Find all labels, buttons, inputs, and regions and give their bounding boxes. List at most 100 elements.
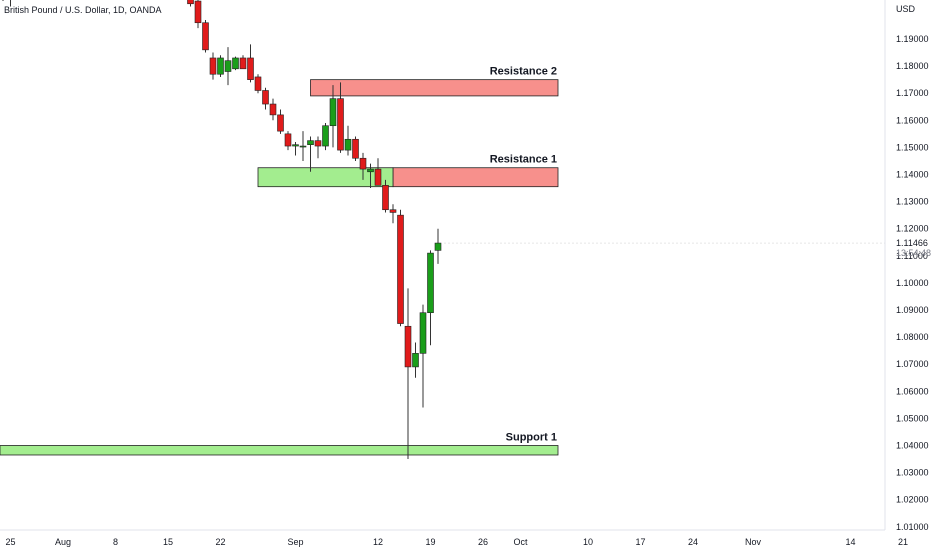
y-tick-label: 1.02000: [896, 495, 929, 505]
x-tick-label: 24: [688, 537, 698, 547]
candle-15[interactable]: [284, 131, 292, 151]
y-tick-label: 1.09000: [896, 305, 929, 315]
x-tick-label: 21: [898, 537, 908, 547]
candle-19[interactable]: [314, 136, 322, 159]
y-tick-label: 1.16000: [896, 115, 929, 125]
candle-body: [389, 209, 397, 213]
x-tick-label: 19: [425, 537, 435, 547]
candle-13[interactable]: [269, 98, 277, 121]
candle-27[interactable]: [374, 158, 382, 186]
candle-5[interactable]: [209, 52, 217, 80]
candle-body: [239, 57, 247, 70]
candle-11[interactable]: [254, 74, 262, 94]
candle-14[interactable]: [277, 109, 284, 134]
resistance-zone-1[interactable]: [392, 167, 559, 188]
y-tick-label: 1.04000: [896, 441, 929, 451]
candle-17[interactable]: [299, 131, 307, 161]
y-tick-label: 1.13000: [896, 197, 929, 207]
candle-body: [322, 125, 329, 147]
candle-18[interactable]: [307, 136, 314, 172]
candle-28[interactable]: [382, 179, 389, 213]
candle-26[interactable]: [367, 163, 374, 189]
candle-8[interactable]: [232, 56, 239, 71]
candle-body: [277, 114, 284, 132]
candle-12[interactable]: [262, 87, 269, 110]
candle-21[interactable]: [329, 85, 337, 148]
candle-body: [247, 57, 254, 80]
candle-body: [367, 168, 374, 173]
candle-6[interactable]: [217, 55, 224, 77]
x-tick-label: 17: [635, 537, 645, 547]
x-tick-label: 14: [845, 537, 855, 547]
x-tick-label: 26: [478, 537, 488, 547]
y-tick-label: 1.18000: [896, 61, 929, 71]
candle-body: [359, 157, 367, 170]
candle-0[interactable]: [0, 0, 6, 2]
candle-body: [299, 145, 307, 148]
y-tick-label: 1.19000: [896, 34, 929, 44]
candle-body: [269, 103, 277, 116]
candle-body: [217, 57, 224, 75]
x-tick-label: 22: [215, 537, 225, 547]
candle-24[interactable]: [352, 136, 359, 161]
candle-body: [434, 242, 442, 251]
price-axis[interactable]: USD 1.19000 1.18000 1.17000 1.16000 1.15000 1…: [884, 0, 931, 532]
y-tick-label: 1.10000: [896, 278, 929, 288]
candle-body: [352, 138, 359, 159]
candle-body: [382, 185, 389, 211]
candle-4[interactable]: [202, 20, 209, 53]
y-tick-label: 1.12000: [896, 224, 929, 234]
x-tick-label: 10: [583, 537, 593, 547]
candle-31[interactable]: [404, 288, 412, 460]
support-zone-3[interactable]: [0, 445, 559, 456]
candle-body: [419, 312, 427, 354]
x-tick-label: Oct: [513, 537, 528, 547]
candle-33[interactable]: [419, 304, 427, 408]
candle-34[interactable]: [427, 250, 434, 346]
candle-10[interactable]: [247, 44, 254, 83]
zone-label-3: Support 1: [506, 432, 557, 444]
candle-body: [254, 76, 262, 91]
candle-16[interactable]: [292, 141, 299, 156]
candle-30[interactable]: [397, 209, 404, 327]
candle-1[interactable]: [8, 0, 14, 7]
y-tick-label: 1.11000: [896, 251, 928, 261]
currency-label: USD: [896, 4, 916, 14]
candle-body: [292, 144, 299, 147]
candle-body: [194, 0, 202, 24]
candle-2[interactable]: [187, 0, 194, 7]
candle-body: [404, 325, 412, 368]
candle-body: [412, 353, 419, 368]
x-tick-label: Aug: [55, 537, 71, 547]
candle-body: [262, 90, 269, 105]
x-tick-label: 8: [113, 537, 118, 547]
y-tick-label: 1.01000: [896, 522, 929, 532]
candle-body: [224, 60, 232, 72]
candle-3[interactable]: [194, 0, 202, 29]
candle-35[interactable]: [434, 228, 442, 264]
candle-23[interactable]: [344, 125, 352, 156]
resistance-zone-0[interactable]: [310, 79, 559, 97]
candle-body: [314, 140, 322, 147]
countdown-label: 13:54:48: [896, 248, 931, 258]
candle-7[interactable]: [224, 47, 232, 86]
zone-label-0: Resistance 2: [490, 66, 557, 78]
y-tick-label: 1.17000: [896, 88, 929, 98]
candle-body: [232, 57, 239, 70]
zones-layer: [0, 79, 559, 456]
candle-32[interactable]: [412, 342, 419, 378]
time-axis[interactable]: 25 Aug 8 15 22 Sep 12 19 26 Oct 10 17 24 Nov 14 21: [0, 529, 908, 547]
x-tick-label: 15: [163, 537, 173, 547]
x-tick-label: Sep: [287, 537, 303, 547]
y-tick-label: 1.15000: [896, 142, 929, 152]
support-zone-2[interactable]: [257, 167, 394, 188]
candle-22[interactable]: [337, 82, 344, 153]
candle-29[interactable]: [389, 204, 397, 224]
candle-20[interactable]: [322, 123, 329, 151]
candle-body: [284, 133, 292, 147]
candle-9[interactable]: [239, 55, 247, 70]
x-tick-label: 25: [5, 537, 15, 547]
candle-25[interactable]: [359, 152, 367, 180]
y-tick-label: 1.03000: [896, 468, 929, 478]
